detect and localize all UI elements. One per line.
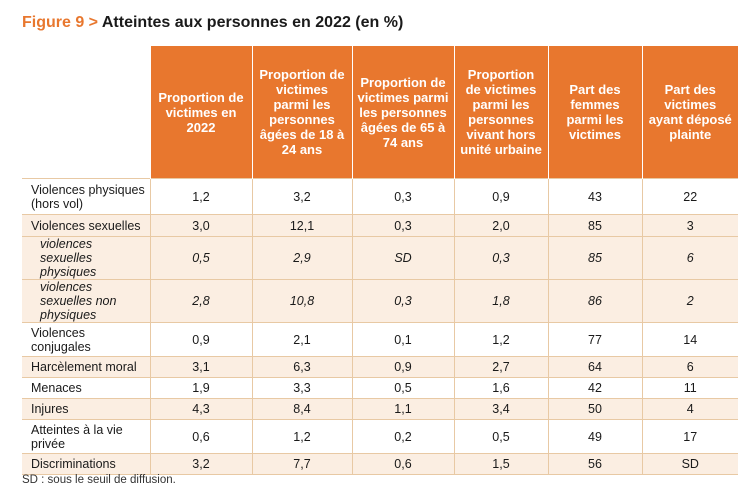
table-cell: 1,2 [251,419,352,454]
table-cell: 6 [641,236,738,280]
table-cell: 10,8 [251,279,352,323]
table-cell: 1,6 [453,377,548,399]
column-header: Part des femmes parmi les victimes [547,46,642,179]
table-cell: 11 [641,377,738,399]
row-label: violences sexuelles physiques [22,236,150,280]
column-header: Part des victimes ayant déposé plainte [641,46,738,179]
table-cell: 0,5 [453,419,548,454]
table-row: violences sexuelles non physiques 2,8 10… [22,279,738,323]
table-cell: 3,2 [149,453,252,475]
row-label: Menaces [22,377,150,399]
table-cell: 14 [641,322,738,357]
header-corner [22,46,150,179]
table-cell: 1,2 [149,178,252,215]
column-header: Proportion de victimes parmi les personn… [251,46,352,179]
table-cell: 2,0 [453,214,548,237]
table-cell: 0,3 [351,178,454,215]
table-cell: 2,7 [453,356,548,378]
row-label: Discriminations [22,453,150,475]
table-cell: 6,3 [251,356,352,378]
row-label: Injures [22,398,150,420]
table-cell: SD [641,453,738,475]
column-header: Proportion de victimes parmi les personn… [351,46,454,179]
table-cell: 0,6 [149,419,252,454]
table-row: Violences conjugales 0,9 2,1 0,1 1,2 77 … [22,322,738,357]
figure-number: Figure 9 > [22,14,102,31]
table-cell: 85 [547,236,642,280]
table-cell: 3,1 [149,356,252,378]
table-row: Atteintes à la vie privée 0,6 1,2 0,2 0,… [22,419,738,454]
table-cell: 2,8 [149,279,252,323]
figure-title: Figure 9 > Atteintes aux personnes en 20… [22,14,403,32]
figure-caption: Atteintes aux personnes en 2022 (en %) [101,14,404,31]
table-cell: 0,9 [149,322,252,357]
table-cell: 42 [547,377,642,399]
table-cell: 50 [547,398,642,420]
table-cell: 0,3 [453,236,548,280]
table-cell: 1,2 [453,322,548,357]
table-cell: 3,0 [149,214,252,237]
data-table: Proportion de victimes en 2022 Proportio… [22,46,738,475]
table-cell: 0,9 [351,356,454,378]
table-cell: 0,3 [351,214,454,237]
table-cell: 0,5 [149,236,252,280]
table-row: violences sexuelles physiques 0,5 2,9 SD… [22,236,738,280]
header-row: Proportion de victimes en 2022 Proportio… [22,46,738,179]
table-row: Harcèlement moral 3,1 6,3 0,9 2,7 64 6 [22,356,738,378]
table-cell: 22 [641,178,738,215]
table-cell: 17 [641,419,738,454]
table-cell: 86 [547,279,642,323]
row-label: Violences sexuelles [22,214,150,237]
row-label: Harcèlement moral [22,356,150,378]
row-label: Atteintes à la vie privée [22,419,150,454]
table-cell: 77 [547,322,642,357]
table-row: Violences sexuelles 3,0 12,1 0,3 2,0 85 … [22,214,738,237]
column-header: Proportion de victimes en 2022 [149,46,252,179]
table-cell: 3,3 [251,377,352,399]
table-cell: 7,7 [251,453,352,475]
table-cell: 12,1 [251,214,352,237]
table-cell: 43 [547,178,642,215]
table-cell: 1,8 [453,279,548,323]
table-cell: 3,2 [251,178,352,215]
table-cell: 56 [547,453,642,475]
table-cell: 4,3 [149,398,252,420]
table-cell: 1,5 [453,453,548,475]
row-label: violences sexuelles non physiques [22,279,150,323]
table-cell: 0,9 [453,178,548,215]
table-cell: SD [351,236,454,280]
table-cell: 6 [641,356,738,378]
table-cell: 85 [547,214,642,237]
footnote: SD : sous le seuil de diffusion. [22,474,176,486]
row-label: Violences conjugales [22,322,150,357]
table-row: Discriminations 3,2 7,7 0,6 1,5 56 SD [22,453,738,475]
table-cell: 2 [641,279,738,323]
column-header: Proportion de victimes parmi les personn… [453,46,548,179]
table-cell: 1,1 [351,398,454,420]
table-cell: 0,1 [351,322,454,357]
table-cell: 2,1 [251,322,352,357]
table-cell: 4 [641,398,738,420]
table-cell: 0,2 [351,419,454,454]
table-cell: 0,3 [351,279,454,323]
table-cell: 1,9 [149,377,252,399]
table-cell: 3 [641,214,738,237]
table-cell: 64 [547,356,642,378]
table-cell: 49 [547,419,642,454]
row-label: Violences physiques (hors vol) [22,178,150,215]
table-row: Menaces 1,9 3,3 0,5 1,6 42 11 [22,377,738,399]
table-row: Injures 4,3 8,4 1,1 3,4 50 4 [22,398,738,420]
table-cell: 3,4 [453,398,548,420]
table-cell: 2,9 [251,236,352,280]
table-cell: 0,5 [351,377,454,399]
table-row: Violences physiques (hors vol) 1,2 3,2 0… [22,178,738,215]
table-cell: 8,4 [251,398,352,420]
table-cell: 0,6 [351,453,454,475]
